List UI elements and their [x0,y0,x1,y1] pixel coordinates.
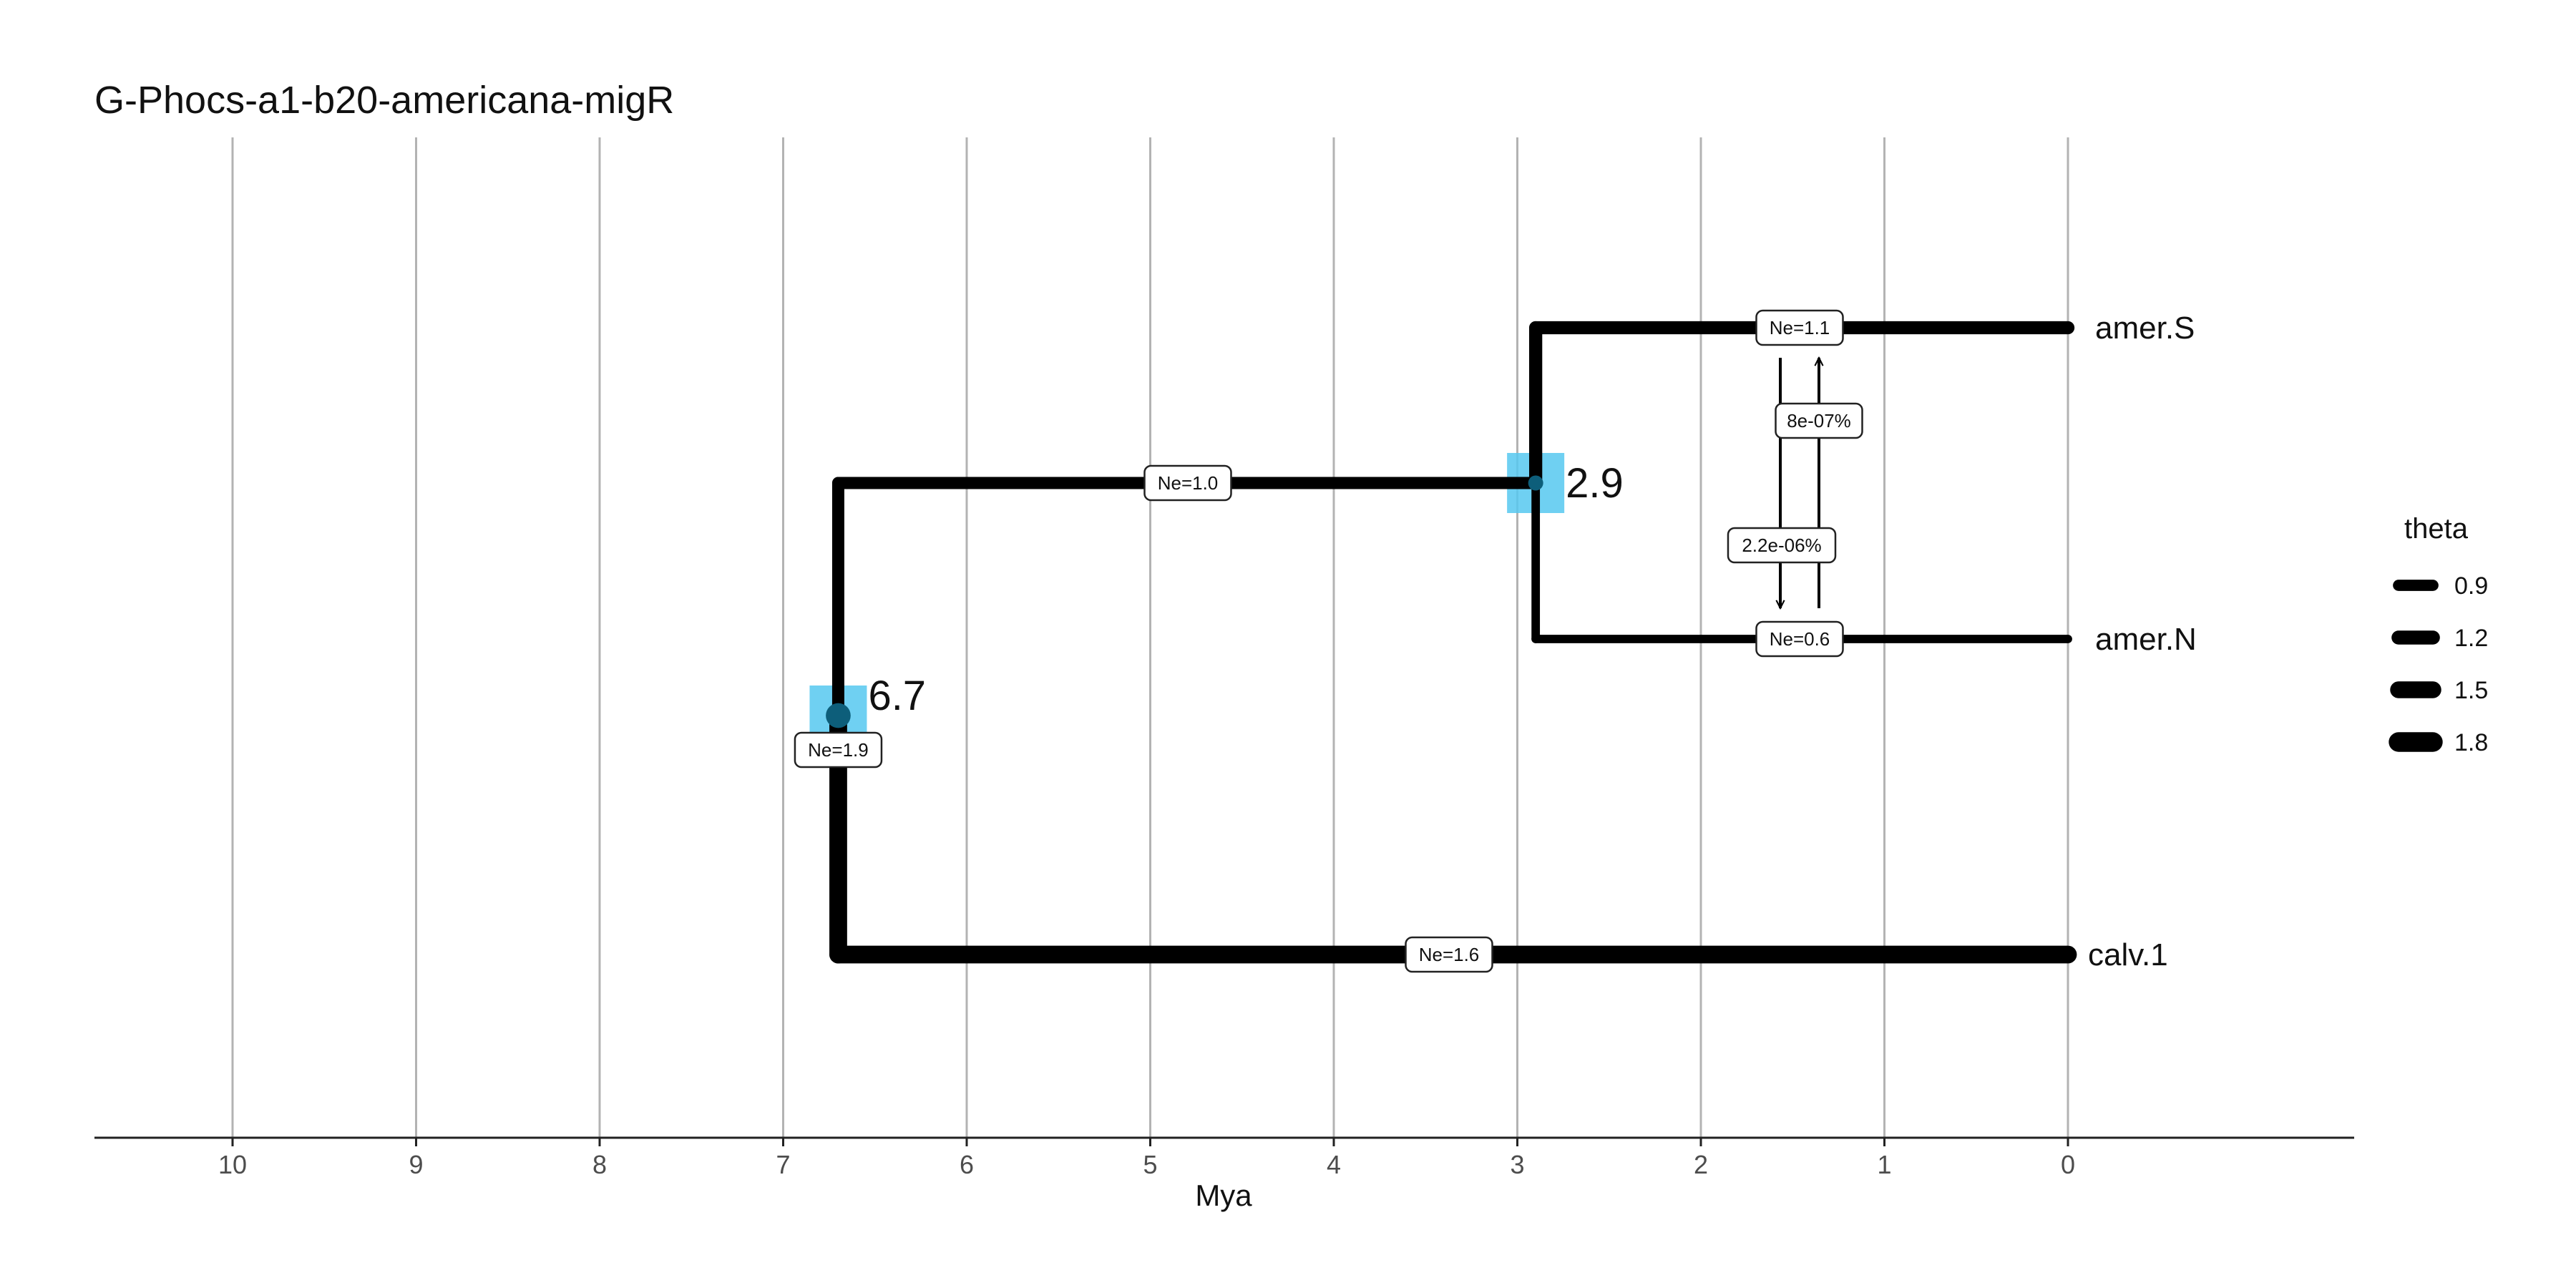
migration-arrows [1780,358,1819,608]
tip-label: calv.1 [2088,937,2168,972]
x-tick-label: 3 [1510,1150,1524,1179]
x-tick-label: 4 [1327,1150,1341,1179]
root-node-point [826,703,851,728]
ne-label-root: Ne=1.9 [794,731,883,769]
x-tick-label: 5 [1143,1150,1157,1179]
legend-label: 1.5 [2454,677,2488,704]
x-tick-label: 7 [776,1150,790,1179]
label-text: 8e-07% [1787,410,1851,431]
ne-label-calv-1: Ne=1.6 [1405,936,1493,973]
x-tick-label: 0 [2061,1150,2075,1179]
node-age-label: 2.9 [1566,460,1624,507]
x-tick-label: 2 [1694,1150,1708,1179]
chart-title: G-Phocs-a1-b20-americana-migR [94,79,674,122]
x-tick-label: 6 [960,1150,974,1179]
label-text: Ne=1.1 [1770,317,1830,338]
migration-label: 8e-07% [1775,402,1863,439]
branch-labels: Ne=1.1 Ne=0.6 Ne=1.6 Ne=1.0 Ne=1.9 8e-07% 2.2e… [794,309,1863,973]
tip-label: amer.S [2095,311,2195,346]
x-tick-label: 8 [592,1150,607,1179]
label-box [1727,527,1837,564]
label-text: 2.2e-06% [1742,535,1821,556]
label-text: Ne=1.6 [1419,944,1480,965]
label-box [1143,464,1232,502]
label-text: Ne=1.0 [1158,472,1219,494]
label-text: Ne=0.6 [1770,628,1830,650]
ne-label-amer-N: Ne=0.6 [1755,620,1844,658]
amer-node-point [1528,475,1543,491]
legend-title: theta [2404,513,2469,545]
x-tick-label: 1 [1877,1150,1891,1179]
x-tick-label: 10 [218,1150,247,1179]
legend-label: 0.9 [2454,572,2488,600]
tip-labels: 2.9 6.7 amer.S amer.N calv.1 [868,311,2196,972]
theta-legend: theta 0.9 1.2 1.5 1.8 [2389,513,2488,756]
node-age-label: 6.7 [868,673,926,719]
label-box [1405,936,1493,973]
migration-label: 2.2e-06% [1727,527,1837,564]
legend-label: 1.8 [2454,729,2488,756]
x-axis-title: Mya [1195,1179,1252,1212]
tip-label: amer.N [2095,622,2197,657]
label-box [794,731,883,769]
label-box [1755,309,1844,346]
ne-label-amer-S: Ne=1.1 [1755,309,1844,346]
x-axis: 10 9 8 7 6 5 4 3 2 1 0 [94,1136,2354,1179]
x-tick-label: 9 [409,1150,423,1179]
label-box [1755,620,1844,658]
label-box [1775,402,1863,439]
ne-label-amer: Ne=1.0 [1143,464,1232,502]
legend-label: 1.2 [2454,625,2488,652]
label-text: Ne=1.9 [808,739,869,761]
tree-branches [826,321,2077,964]
